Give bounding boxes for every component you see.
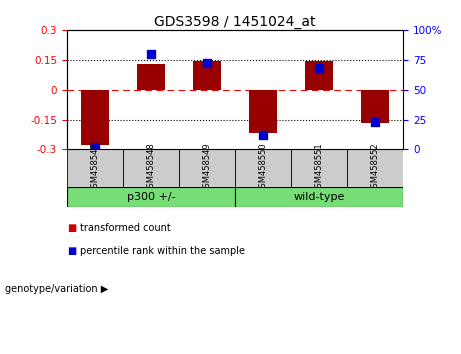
Bar <box>137 64 165 90</box>
Text: ■: ■ <box>67 223 76 233</box>
FancyBboxPatch shape <box>67 187 235 207</box>
Point <box>372 119 379 125</box>
Bar <box>249 90 277 133</box>
FancyBboxPatch shape <box>291 149 347 187</box>
Point <box>260 132 267 138</box>
Text: GSM458549: GSM458549 <box>202 143 212 193</box>
Text: transformed count: transformed count <box>80 223 171 233</box>
Text: wild-type: wild-type <box>294 192 345 202</box>
FancyBboxPatch shape <box>235 149 291 187</box>
FancyBboxPatch shape <box>179 149 235 187</box>
FancyBboxPatch shape <box>347 149 403 187</box>
Title: GDS3598 / 1451024_at: GDS3598 / 1451024_at <box>154 15 316 29</box>
Text: GSM458552: GSM458552 <box>371 143 380 193</box>
Text: genotype/variation ▶: genotype/variation ▶ <box>5 284 108 293</box>
Point <box>203 61 211 66</box>
Text: GSM458550: GSM458550 <box>259 143 268 193</box>
Point <box>315 65 323 71</box>
Text: GSM458551: GSM458551 <box>315 143 324 193</box>
Text: p300 +/-: p300 +/- <box>127 192 175 202</box>
Bar <box>361 90 390 124</box>
Text: GSM458547: GSM458547 <box>90 143 100 193</box>
FancyBboxPatch shape <box>123 149 179 187</box>
FancyBboxPatch shape <box>235 187 403 207</box>
Text: ■: ■ <box>67 246 76 256</box>
Bar <box>305 61 333 90</box>
Text: percentile rank within the sample: percentile rank within the sample <box>80 246 245 256</box>
Point <box>91 144 99 150</box>
Text: GSM458548: GSM458548 <box>147 143 155 193</box>
Bar <box>81 90 109 145</box>
Point <box>148 51 155 57</box>
FancyBboxPatch shape <box>67 149 123 187</box>
Bar <box>193 61 221 90</box>
